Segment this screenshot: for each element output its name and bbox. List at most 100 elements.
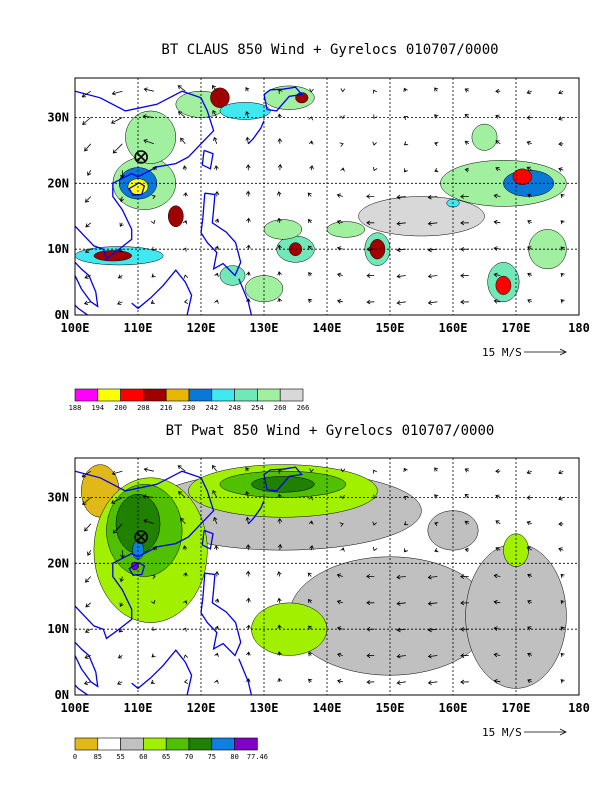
- wind-vector: [183, 679, 188, 684]
- wind-vector: [396, 194, 406, 200]
- chart-title: BT CLAUS 850 Wind + Gyrelocs 010707/0000: [161, 42, 498, 58]
- wind-vector: [84, 143, 92, 152]
- wind-vector: [403, 496, 409, 501]
- wind-vector: [143, 87, 154, 92]
- plot-frame: [74, 77, 580, 316]
- wind-vector: [427, 627, 438, 633]
- colorbar-label: 194: [91, 404, 104, 412]
- coastlines: [75, 466, 304, 695]
- wind-vector: [460, 273, 469, 278]
- x-tick-label: 160E: [439, 321, 468, 335]
- wind-vector: [434, 521, 439, 527]
- wind-vector: [527, 299, 532, 304]
- wind-vector: [427, 653, 438, 659]
- colorbar-label: 60: [139, 753, 147, 761]
- wind-vector: [464, 167, 469, 173]
- wind-vector: [151, 194, 156, 200]
- wind-vectors: [81, 465, 565, 686]
- wind-vector: [340, 167, 345, 172]
- wind-vector: [403, 521, 409, 526]
- wind-vector: [526, 166, 533, 171]
- wind-vector: [460, 574, 469, 579]
- colorbar-swatch: [143, 737, 167, 751]
- wind-vector: [85, 222, 92, 228]
- wind-vector: [366, 600, 375, 606]
- colorbar-label: 75: [208, 753, 216, 761]
- wind-vector: [336, 219, 343, 225]
- colorbar-label: 200: [114, 404, 127, 412]
- wind-vector: [214, 679, 219, 684]
- wind-vector: [526, 140, 532, 146]
- wind-vector: [366, 653, 375, 658]
- y-tick-labels: 0N 10N 20N 30N: [47, 111, 69, 323]
- colorbar-swatch: [143, 388, 167, 402]
- wind-vector: [308, 116, 313, 121]
- wind-vector: [111, 90, 123, 96]
- coastline: [75, 261, 99, 308]
- wind-vector: [119, 602, 124, 607]
- wind-vector: [434, 167, 439, 173]
- wind-vector: [85, 576, 92, 583]
- wind-vector: [111, 470, 123, 476]
- wind-vector: [460, 220, 469, 226]
- colorbar-label: 85: [94, 753, 102, 761]
- wind-vector: [117, 274, 123, 279]
- wind-vector: [245, 491, 250, 498]
- contour-region: [219, 102, 271, 120]
- wind-vector: [277, 517, 283, 524]
- wind-vector: [277, 624, 282, 630]
- x-tick-label: 130E: [250, 701, 279, 715]
- wind-vector: [277, 677, 282, 683]
- wind-vector: [372, 469, 378, 474]
- colorbar: 0 85 55 60 65 70 75 80 77.46: [73, 737, 268, 761]
- wind-vector: [83, 680, 91, 686]
- wind-vector: [246, 678, 251, 683]
- wind-vector: [118, 628, 123, 633]
- contour-region: [210, 87, 230, 108]
- wind-vector: [150, 219, 156, 225]
- contour-region: [167, 205, 184, 228]
- wind-vector: [460, 626, 469, 632]
- wind-vector: [460, 653, 469, 658]
- y-tick-label: 20N: [47, 176, 69, 190]
- wind-vector: [558, 547, 564, 552]
- wind-vector: [246, 597, 251, 603]
- wind-vector: [434, 467, 439, 472]
- wind-vector: [493, 626, 501, 631]
- x-tick-label: 170E: [502, 701, 531, 715]
- x-tick-label: 130E: [250, 321, 279, 335]
- wind-vector: [110, 117, 123, 124]
- colorbar-label: 242: [205, 404, 218, 412]
- wind-vector: [277, 297, 282, 303]
- wind-vector: [151, 273, 156, 278]
- wind-vector: [527, 652, 532, 657]
- wind-vector: [560, 573, 565, 578]
- colorbar-swatch: [165, 737, 190, 751]
- wind-vector: [118, 248, 123, 253]
- wind-vector: [340, 115, 345, 120]
- wind-vector: [340, 88, 346, 93]
- wind-vector: [84, 274, 91, 279]
- wind-vector: [527, 272, 532, 277]
- wind-vector: [427, 680, 438, 685]
- wind-vector: [211, 85, 218, 92]
- wind-vector: [558, 470, 564, 475]
- wind-vector: [112, 523, 123, 534]
- wind-vector: [277, 163, 283, 171]
- wind-vector: [214, 190, 220, 197]
- wind-vector: [493, 298, 501, 304]
- y-tick-label: 30N: [47, 111, 69, 125]
- coastline: [131, 269, 193, 315]
- wind-vector: [214, 570, 220, 577]
- x-tick-label: 120E: [187, 701, 216, 715]
- wind-vector: [277, 571, 282, 577]
- wind-vector: [152, 246, 157, 251]
- y-tick-label: 10N: [47, 622, 69, 636]
- colorbar-swatch: [165, 388, 190, 402]
- wind-vector: [85, 196, 92, 203]
- coastline: [201, 529, 214, 550]
- claus-field: [75, 85, 567, 303]
- wind-vector: [309, 165, 314, 171]
- wind-vector: [142, 494, 154, 499]
